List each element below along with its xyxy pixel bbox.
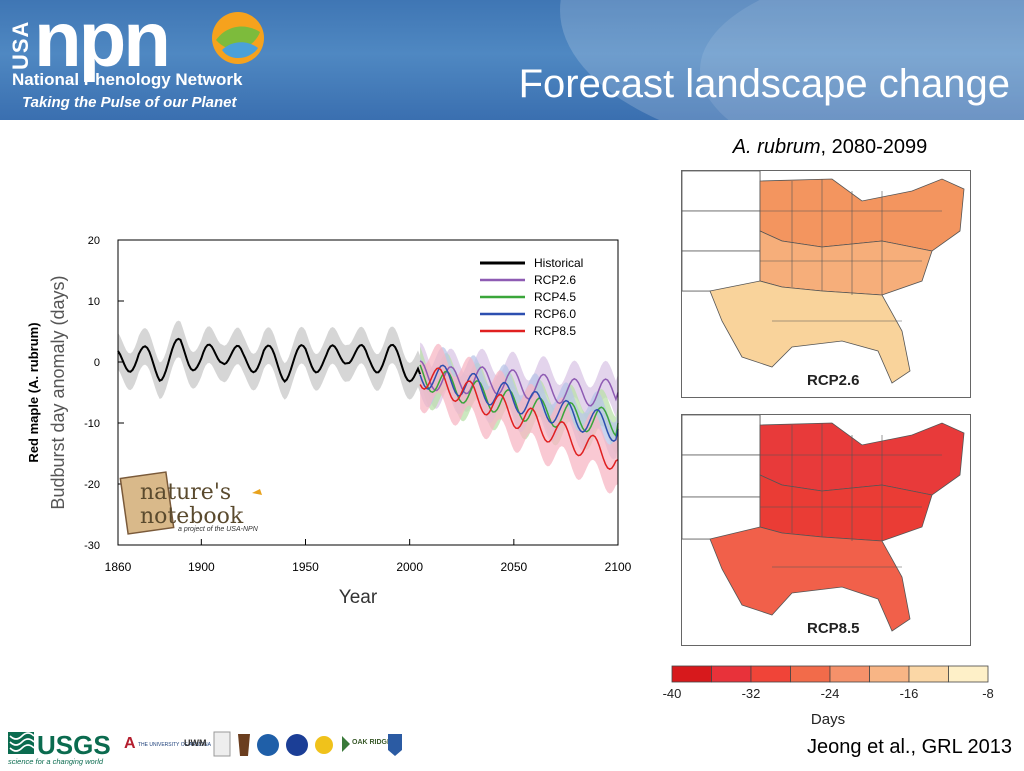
map-rcp26-west-states (682, 171, 760, 291)
maps-title-period: , 2080-2099 (821, 136, 928, 158)
y-axis-species-label: Red maple (A. rubrum) (26, 322, 41, 462)
colorbar-cell-6 (909, 666, 949, 682)
slide-title: Forecast landscape change (519, 62, 1010, 107)
legend-label-rcp26: RCP2.6 (534, 273, 576, 287)
map-rcp26-region-south (710, 281, 910, 383)
arizona-a-icon: A (124, 735, 136, 752)
legend-label-rcp85: RCP8.5 (534, 324, 576, 338)
x-tick-label-1860: 1860 (105, 560, 132, 574)
colorbar-label: Days (811, 711, 845, 728)
colorbar-cell-7 (949, 666, 989, 682)
x-tick-label-2000: 2000 (396, 560, 423, 574)
colorbar-cell-4 (830, 666, 870, 682)
notebook-icon (214, 732, 230, 756)
budburst-chart: 1860 1900 1950 2000 2050 2100 20 10 0 -10 -20 -30 H… (20, 225, 640, 615)
x-axis-label: Year (339, 587, 378, 608)
footer-logos-svg: USGS science for a changing world A THE … (6, 724, 406, 766)
colorbar-tick--8: -8 (982, 686, 994, 701)
natures-notebook-line1: nature's (140, 480, 231, 505)
colorbar-tick--32: -32 (742, 686, 761, 701)
y-tick-label-10: 10 (88, 296, 100, 308)
map-rcp85-label: RCP8.5 (807, 620, 860, 637)
y-tick-label--30: -30 (84, 540, 100, 552)
noaa-icon (257, 734, 279, 756)
x-tick-label-1950: 1950 (292, 560, 319, 574)
colorbar: -40 -32 -24 -16 -8 Days (650, 660, 1020, 730)
map-rcp26-svg: RCP2.6 (682, 171, 970, 397)
colorbar-cell-5 (870, 666, 910, 682)
colorbar-cell-3 (791, 666, 831, 682)
x-tick-label-1900: 1900 (188, 560, 215, 574)
usgs-logo: USGS science for a changing world (8, 730, 111, 766)
uwm-text: UWM (184, 738, 207, 748)
natures-notebook-logo: nature's notebook a project of the USA-N… (120, 472, 262, 534)
usgs-text: USGS (37, 730, 111, 760)
maps-title: A. rubrum, 2080-2099 (680, 136, 980, 159)
legend-label-rcp45: RCP4.5 (534, 290, 576, 304)
partner-logos: A THE UNIVERSITY OF ARIZONA UWM OAK RIDG… (124, 732, 402, 756)
header-banner: USA npn National Phenology Network Takin… (0, 0, 1024, 120)
band-historical (118, 321, 420, 400)
chart-svg: 1860 1900 1950 2000 2050 2100 20 10 0 -10 -20 -30 H… (20, 225, 640, 615)
nasa-icon (286, 734, 308, 756)
map-rcp26-region-north (760, 179, 964, 251)
nps-arrowhead-icon (238, 734, 250, 756)
colorbar-tick--24: -24 (821, 686, 840, 701)
map-rcp26-label: RCP2.6 (807, 372, 860, 389)
usgs-tagline: science for a changing world (8, 757, 104, 766)
oak-leaf-icon (342, 736, 350, 752)
colorbar-svg: -40 -32 -24 -16 -8 Days (650, 660, 1020, 730)
natures-notebook-caption: a project of the USA-NPN (178, 526, 259, 533)
legend-label-rcp60: RCP6.0 (534, 307, 576, 321)
legend-label-historical: Historical (534, 256, 583, 270)
map-rcp85-region-south (710, 527, 910, 631)
fws-shield-icon (388, 734, 402, 756)
bird-icon (252, 489, 262, 495)
citation: Jeong et al., GRL 2013 (807, 736, 1012, 759)
npn-globe-icon (210, 10, 266, 66)
map-rcp85-west-states (682, 415, 760, 539)
logo-usa-text: USA (8, 6, 32, 70)
colorbar-tick--16: -16 (900, 686, 919, 701)
y-tick-label--10: -10 (84, 418, 100, 430)
colorbar-cell-1 (712, 666, 752, 682)
footer-logos: USGS science for a changing world A THE … (6, 724, 406, 766)
y-tick-label-20: 20 (88, 235, 100, 247)
colorbar-tick--40: -40 (663, 686, 682, 701)
sun-icon (315, 736, 333, 754)
logo-tagline: Taking the Pulse of our Planet (22, 94, 236, 111)
oak-ridge-text: OAK RIDGE (352, 739, 392, 746)
maps-title-species: A. rubrum (733, 136, 821, 158)
map-rcp85-svg: RCP8.5 (682, 415, 970, 645)
map-panel-rcp85: RCP8.5 (681, 414, 971, 646)
y-axis-label: Budburst day anomaly (days) (48, 275, 68, 509)
logo-subtitle: National Phenology Network (12, 70, 242, 90)
colorbar-cell-2 (751, 666, 791, 682)
colorbar-cell-0 (672, 666, 712, 682)
y-tick-label-0: 0 (94, 357, 100, 369)
map-rcp85-region-north (760, 423, 964, 495)
y-tick-label--20: -20 (84, 479, 100, 491)
x-tick-label-2050: 2050 (500, 560, 527, 574)
x-tick-label-2100: 2100 (605, 560, 632, 574)
map-panel-rcp26: RCP2.6 (681, 170, 971, 398)
